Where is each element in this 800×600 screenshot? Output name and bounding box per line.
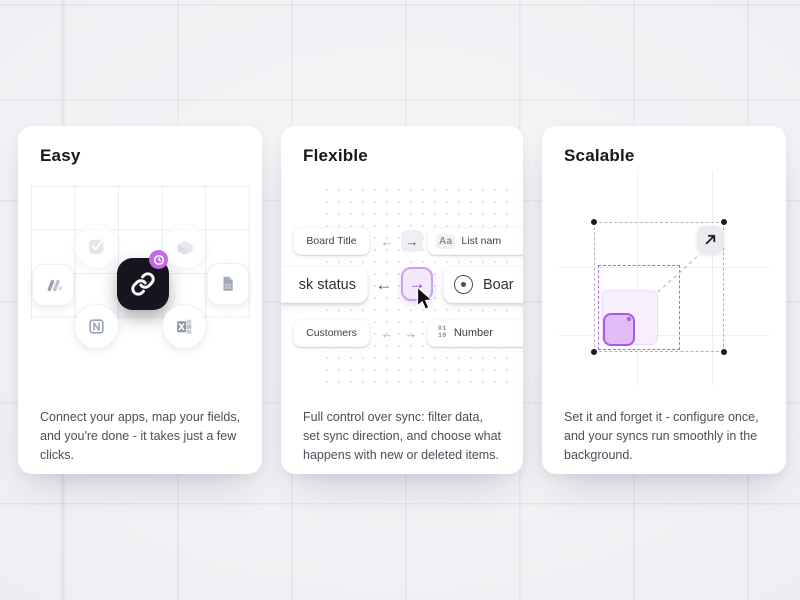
original-sync-square (603, 313, 635, 346)
selection-handle[interactable] (591, 349, 597, 355)
sync-left-arrow-icon[interactable]: ← (380, 325, 394, 341)
number-type-icon: 01 10 (438, 325, 447, 339)
target-field[interactable]: Boar (443, 266, 523, 303)
card-flexible: Flexible Board Title ← → Aa List nam sk … (281, 126, 523, 474)
grid-line (558, 267, 770, 268)
status-type-icon (454, 275, 473, 294)
sync-direction-button[interactable]: → (401, 267, 433, 301)
card-easy: Easy (18, 126, 262, 474)
mouse-cursor-icon (416, 286, 433, 310)
selection-handle[interactable] (721, 349, 727, 355)
source-field-label: Board Title (306, 235, 357, 247)
sync-right-arrow-icon[interactable]: → (401, 230, 423, 252)
notion-app-icon (74, 304, 119, 349)
expand-arrow-button[interactable] (697, 226, 724, 253)
source-field[interactable]: Customers (293, 319, 370, 347)
monday-app-icon (32, 264, 74, 306)
selection-handle[interactable] (721, 219, 727, 225)
document-app-icon (207, 263, 249, 305)
source-field[interactable]: Board Title (293, 227, 370, 255)
sync-link-icon (131, 272, 155, 296)
source-field-label: sk status (298, 276, 356, 293)
scale-guide-line (657, 254, 700, 293)
mapping-row: Board Title ← → Aa List nam (281, 227, 523, 255)
card-scalable-description: Set it and forget it - configure once, a… (564, 410, 759, 462)
source-field[interactable]: sk status (281, 266, 368, 303)
card-scalable: Scalable Set it and forget it - configur… (542, 126, 786, 474)
checkbox-app-icon (74, 224, 119, 269)
grid-line (637, 171, 638, 386)
mapping-row-focused: sk status ← → Boar (281, 266, 523, 304)
card-flexible-description: Full control over sync: filter data, set… (303, 410, 502, 462)
target-field-label: Number (453, 327, 493, 339)
target-field-label: List nam (461, 235, 502, 247)
text-type-icon: Aa (436, 233, 456, 249)
card-easy-description: Connect your apps, map your fields, and … (40, 410, 241, 462)
card-easy-title: Easy (40, 146, 81, 165)
sync-region-dashed-box (598, 265, 680, 350)
grid-line (558, 335, 770, 336)
card-flexible-title: Flexible (303, 146, 368, 165)
target-field[interactable]: 01 10 Number (427, 319, 523, 347)
sync-right-arrow-icon[interactable]: → (404, 325, 418, 341)
target-field-label: Boar (483, 276, 514, 293)
arrow-up-right-icon (705, 234, 716, 245)
grid-line (712, 171, 713, 386)
selection-handle[interactable] (591, 219, 597, 225)
selection-bounding-box[interactable] (594, 222, 724, 352)
card-scalable-title: Scalable (564, 146, 635, 165)
box-app-icon (162, 224, 207, 269)
source-field-label: Customers (306, 327, 357, 339)
mapping-row: Customers ← → 01 10 Number (281, 319, 523, 347)
clock-badge-icon (149, 250, 168, 269)
target-field[interactable]: Aa List nam (427, 227, 523, 255)
sync-left-arrow-icon[interactable]: ← (380, 233, 394, 249)
excel-app-icon (162, 304, 207, 349)
sync-left-arrow-icon[interactable]: ← (375, 275, 393, 294)
